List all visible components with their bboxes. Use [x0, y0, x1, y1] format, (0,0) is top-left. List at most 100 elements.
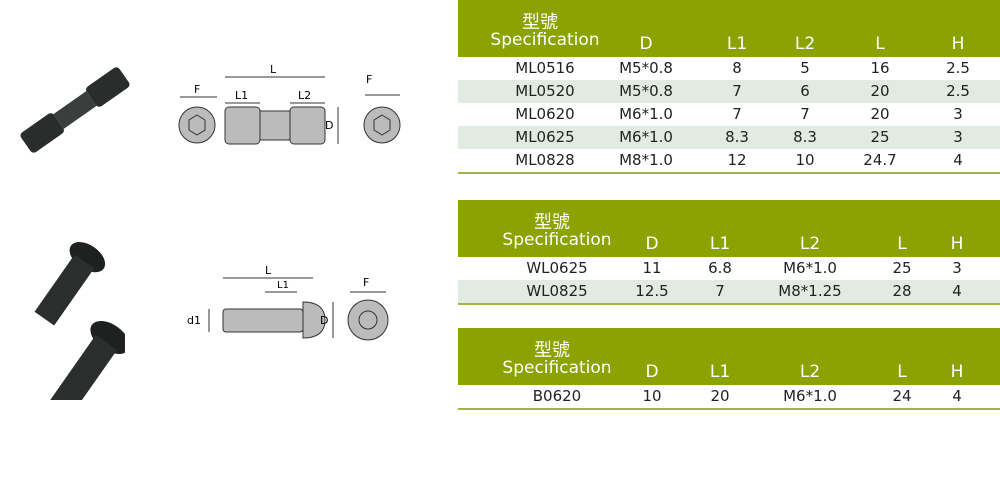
table-cell: 8.3 [793, 128, 817, 146]
table-cell: ML0625 [515, 128, 575, 146]
header-col-l1: L1 [726, 34, 748, 54]
d-label: D [320, 314, 328, 327]
header-col-l1: L1 [709, 362, 731, 382]
table-row: ML0516 M5*0.8 8 5 16 2.5 [458, 57, 1000, 80]
table-cell: 6 [800, 82, 810, 100]
table-cell: 28 [892, 282, 912, 300]
table-cell: 4 [952, 387, 962, 405]
table-row: WL0825 12.5 7 M8*1.25 28 4 [458, 280, 1000, 303]
table-cell: M6*1.0 [619, 128, 673, 146]
header-spec-zh: 型號 [534, 340, 570, 361]
table-cell: 16 [870, 59, 890, 77]
table-cell: ML0620 [515, 105, 575, 123]
header-col-d: D [639, 34, 653, 54]
table-cell: 2.5 [946, 59, 970, 77]
table-cell: 3 [953, 105, 963, 123]
header-col-l1: L1 [709, 234, 731, 254]
header-col-l2: L2 [799, 362, 821, 382]
l-label: L [270, 63, 277, 76]
f-label-right: F [366, 73, 372, 86]
table-cell: 7 [732, 105, 742, 123]
table-cell: 20 [870, 82, 890, 100]
table-bottom-rule [458, 408, 1000, 410]
button-head-screws-photo [34, 242, 125, 400]
header-col-h: H [950, 234, 964, 254]
l1-label: L1 [277, 280, 289, 291]
table-cell: M6*1.0 [619, 105, 673, 123]
table-cell: 25 [870, 128, 890, 146]
l2-label: L2 [298, 89, 311, 102]
table-cell: B0620 [532, 387, 582, 405]
table-cell: 3 [953, 128, 963, 146]
table-header: 型號 Specification D L1 L2 L H [458, 0, 1000, 57]
double-end-screw-diagram: F L L1 L2 D F [178, 63, 401, 145]
table-cell: 7 [800, 105, 810, 123]
table-cell: 10 [642, 387, 662, 405]
table-cell: 3 [952, 259, 962, 277]
header-spec-en: Specification [490, 30, 600, 50]
header-col-l: L [897, 234, 907, 254]
table-cell: M5*0.8 [619, 82, 673, 100]
table-cell: ML0516 [515, 59, 575, 77]
header-col-l: L [875, 34, 885, 54]
table-row: ML0620 M6*1.0 7 7 20 3 [458, 103, 1000, 126]
table-cell: ML0520 [515, 82, 575, 100]
header-col-h: H [951, 34, 965, 54]
table-cell: 12.5 [635, 282, 669, 300]
table-cell: WL0825 [526, 282, 588, 300]
header-spec-en: Specification [502, 358, 612, 378]
header-col-l2: L2 [794, 34, 816, 54]
table-cell: M8*1.25 [778, 282, 842, 300]
table-cell: 11 [642, 259, 662, 277]
table-cell: WL0625 [526, 259, 588, 277]
table-row: WL0625 11 6.8 M6*1.0 25 3 [458, 257, 1000, 280]
table-cell: 5 [800, 59, 810, 77]
header-spec-zh: 型號 [534, 212, 570, 233]
table-cell: 25 [892, 259, 912, 277]
ml-spec-table: 型號 Specification D L1 L2 L H ML0516 M5*0.8 8 5 16 2… [458, 0, 1000, 174]
table-cell: 8.3 [725, 128, 749, 146]
table-cell: M5*0.8 [619, 59, 673, 77]
table-cell: 4 [952, 282, 962, 300]
button-head-screw-diagram: L L1 d1 D F [187, 264, 389, 341]
header-spec-en: Specification [502, 230, 612, 250]
table-cell: 20 [710, 387, 730, 405]
table-cell: 7 [715, 282, 725, 300]
header-col-l2: L2 [799, 234, 821, 254]
table-row: ML0520 M5*0.8 7 6 20 2.5 [458, 80, 1000, 103]
f-label: F [194, 83, 200, 96]
table-cell: 2.5 [946, 82, 970, 100]
table-cell: M6*1.0 [783, 387, 837, 405]
wl-spec-table: 型號 Specification D L1 L2 L H WL0625 11 6.8 M6*1.0… [458, 200, 1000, 305]
table-cell: 10 [795, 151, 815, 169]
table-cell: 4 [953, 151, 963, 169]
table-cell: 8 [732, 59, 742, 77]
d1-label: d1 [187, 314, 201, 327]
d-label: D [325, 119, 333, 132]
table-cell: 24.7 [863, 151, 897, 169]
header-col-d: D [645, 234, 659, 254]
header-col-d: D [645, 362, 659, 382]
double-end-screw-photo [20, 67, 130, 153]
header-col-l: L [897, 362, 907, 382]
table-row: ML0828 M8*1.0 12 10 24.7 4 [458, 149, 1000, 172]
table-header: 型號 Specification D L1 L2 L H [458, 200, 1000, 257]
b-spec-table: 型號 Specification D L1 L2 L H B0620 10 20 M6*1.0 24… [458, 328, 1000, 410]
table-cell: 20 [870, 105, 890, 123]
header-spec-zh: 型號 [522, 12, 558, 33]
table-cell: ML0828 [515, 151, 575, 169]
l-label: L [265, 264, 272, 277]
table-row: B0620 10 20 M6*1.0 24 4 [458, 385, 1000, 408]
table-cell: 7 [732, 82, 742, 100]
table-cell: M6*1.0 [783, 259, 837, 277]
table-cell: 6.8 [708, 259, 732, 277]
table-cell: 12 [727, 151, 747, 169]
table-bottom-rule [458, 172, 1000, 174]
table-header: 型號 Specification D L1 L2 L H [458, 328, 1000, 385]
f-label: F [363, 276, 369, 289]
header-col-h: H [950, 362, 964, 382]
table-cell: 24 [892, 387, 912, 405]
table-bottom-rule [458, 303, 1000, 305]
l1-label: L1 [235, 89, 248, 102]
table-row: ML0625 M6*1.0 8.3 8.3 25 3 [458, 126, 1000, 149]
